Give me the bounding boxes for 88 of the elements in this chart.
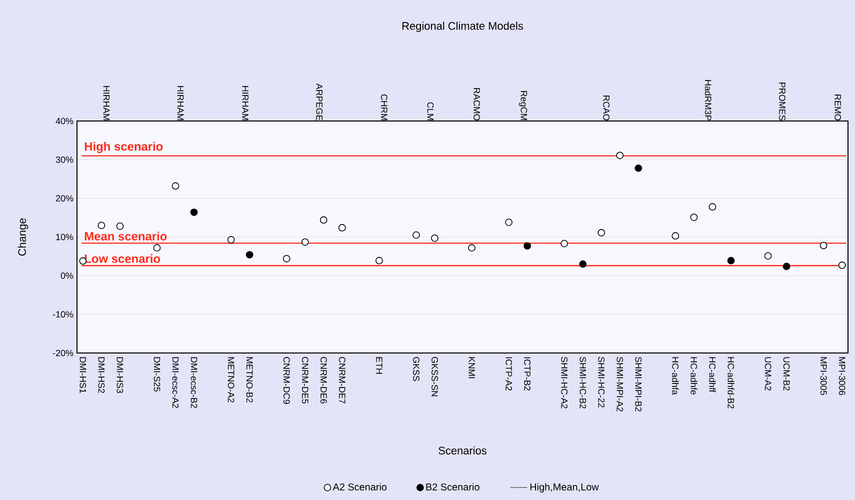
x-tick-label: MPI-3005	[820, 357, 827, 396]
x-tick-label: METNO-B2	[246, 357, 253, 402]
text: HIRHAM	[242, 86, 248, 120]
y-axis-title: Change	[18, 218, 28, 256]
x-tick-label: SHMI-HC-22	[598, 356, 605, 408]
point	[505, 218, 512, 226]
text: RegCM	[518, 91, 528, 120]
text: RACMO	[474, 88, 480, 120]
point	[227, 236, 235, 244]
point	[616, 152, 624, 160]
x-tick-label: DMI-HS3	[116, 357, 124, 393]
x-tick-label: ICTP-B2	[524, 357, 530, 390]
text: HadRM3P	[704, 80, 712, 120]
point	[412, 231, 420, 239]
x-tick-label: SHMI-MPI-B2	[635, 356, 642, 412]
point	[672, 232, 680, 240]
point	[190, 208, 198, 216]
x-tick-label: CNRM-DE7	[338, 356, 346, 404]
point	[301, 238, 309, 246]
y-tick-label: -10%	[52, 311, 74, 318]
x-tick-label: DMI-HS1	[80, 357, 86, 393]
legend-label: A2 Scenario	[332, 483, 387, 491]
text: HIRHAM	[103, 86, 110, 120]
x-tick-label: SHMI-MPI-A2	[616, 356, 624, 412]
point	[172, 182, 180, 190]
y-tick-label: -20%	[52, 350, 74, 356]
text: High,Mean,Low	[530, 483, 599, 492]
x-tick-label: METNO-A2	[228, 357, 234, 402]
point	[338, 224, 346, 232]
point	[431, 234, 438, 242]
point	[764, 252, 772, 260]
point	[708, 203, 716, 211]
x-tick-label: DMI-ecsc-A2	[172, 357, 179, 408]
x-tick-label: MPI-3006	[838, 357, 846, 395]
point	[690, 214, 698, 221]
point	[598, 229, 606, 236]
point	[375, 256, 383, 264]
x-tick-label: CNRM-DE5	[302, 356, 308, 404]
x-tick-label: ICTP-A2	[506, 357, 512, 390]
point	[246, 251, 254, 258]
text: ARPEGE	[316, 83, 323, 120]
y-tick-label: 30%	[56, 156, 74, 163]
x-tick-label: DMI-HS2	[98, 357, 105, 393]
text: REMO	[834, 94, 841, 120]
x-tick-label: ETH	[376, 357, 382, 374]
text: CHRM	[380, 94, 388, 120]
x-tick-label: DMI-ecsc-B2	[190, 357, 198, 408]
x-tick-label: SHMI-HC-B2	[580, 356, 586, 408]
point	[838, 262, 846, 269]
x-tick-label: HC-adhfa	[672, 357, 679, 395]
text: PROMES	[779, 82, 786, 120]
point	[524, 242, 531, 250]
x-tick-label: HC-adhfe	[690, 357, 698, 394]
y-tick-label: 40%	[56, 118, 74, 124]
x-tick-label: HC-adhfd-B2	[728, 357, 734, 408]
y-tick-label: 10%	[56, 234, 74, 240]
point	[153, 244, 161, 252]
x-tick-label: CNRM-DC9	[283, 356, 290, 404]
point	[116, 222, 124, 230]
point	[320, 216, 328, 224]
x-tick-label: DMI-S25	[154, 357, 160, 392]
x-tick-label: CNRM-DE6	[320, 356, 327, 404]
text: HIRHAM	[177, 86, 184, 120]
point	[560, 240, 568, 248]
x-tick-label: UCM-A2	[764, 357, 772, 390]
x-tick-label: UCM-B2	[783, 357, 790, 390]
chart-title: Regional Climate Models	[402, 22, 523, 32]
ref-line-label: High scenario	[84, 142, 163, 154]
x-axis-title: Scenarios	[438, 446, 486, 454]
y-tick-label: 0%	[60, 272, 74, 279]
x-tick-label: GKSS-SN	[432, 356, 438, 396]
y-tick-label: 20%	[56, 195, 74, 202]
ref-line-label: Mean scenario	[84, 232, 167, 240]
point	[782, 262, 790, 270]
legend-label: B2 Scenario	[426, 483, 480, 491]
point	[634, 164, 642, 172]
x-tick-label: KNMI	[468, 357, 475, 378]
point	[820, 242, 828, 250]
x-tick-label: SHMI-HC-A2	[561, 356, 568, 408]
text: RCAO	[603, 96, 610, 120]
point	[468, 244, 476, 252]
point	[579, 260, 587, 268]
point	[727, 256, 735, 264]
x-tick-label: HC-adhff	[709, 357, 716, 392]
point	[282, 254, 290, 262]
point	[98, 222, 106, 230]
text: CLM	[427, 102, 434, 120]
x-tick-label: GKSS	[413, 356, 420, 382]
